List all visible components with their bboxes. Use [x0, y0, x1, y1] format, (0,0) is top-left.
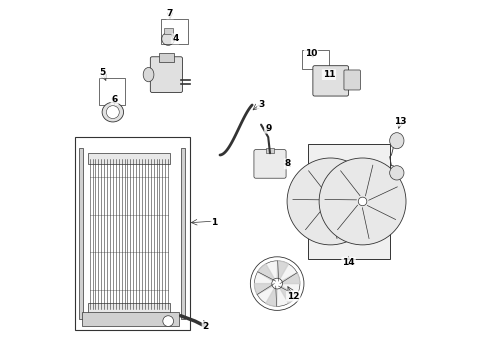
Bar — [267, 148, 273, 153]
Text: 11: 11 — [323, 70, 335, 79]
FancyBboxPatch shape — [313, 66, 348, 96]
FancyArrowPatch shape — [341, 171, 360, 196]
Circle shape — [163, 316, 173, 327]
Ellipse shape — [390, 166, 404, 180]
Text: 7: 7 — [167, 9, 173, 18]
FancyArrowPatch shape — [337, 187, 366, 200]
Text: 4: 4 — [172, 35, 178, 44]
Circle shape — [272, 278, 283, 289]
Polygon shape — [258, 264, 277, 284]
Circle shape — [319, 158, 406, 245]
Circle shape — [254, 261, 300, 306]
Bar — [302, 50, 329, 69]
FancyArrowPatch shape — [366, 165, 373, 196]
Text: 1: 1 — [212, 219, 218, 228]
Bar — [161, 19, 188, 44]
Bar — [159, 53, 173, 62]
Text: 13: 13 — [394, 117, 407, 126]
Polygon shape — [277, 273, 300, 284]
FancyArrowPatch shape — [368, 206, 396, 220]
Bar — [75, 137, 190, 330]
FancyArrowPatch shape — [333, 165, 341, 196]
Ellipse shape — [390, 133, 404, 149]
Circle shape — [106, 106, 119, 118]
FancyArrowPatch shape — [293, 199, 324, 200]
Circle shape — [287, 158, 374, 245]
FancyArrowPatch shape — [325, 199, 357, 200]
Circle shape — [358, 197, 367, 206]
Bar — [88, 153, 170, 164]
Text: 3: 3 — [258, 100, 264, 109]
Polygon shape — [277, 284, 296, 303]
Bar — [308, 144, 390, 258]
FancyArrowPatch shape — [362, 208, 369, 239]
Bar — [88, 303, 170, 314]
FancyBboxPatch shape — [254, 150, 286, 178]
Text: 5: 5 — [99, 68, 105, 77]
Bar — [181, 148, 185, 319]
FancyBboxPatch shape — [344, 70, 360, 90]
Circle shape — [162, 32, 174, 45]
Bar — [82, 312, 179, 327]
Polygon shape — [254, 284, 277, 294]
Bar — [164, 28, 173, 33]
Text: 12: 12 — [287, 292, 299, 301]
Polygon shape — [266, 284, 277, 306]
FancyArrowPatch shape — [330, 208, 337, 239]
Ellipse shape — [102, 102, 123, 122]
FancyBboxPatch shape — [150, 57, 182, 93]
Text: 8: 8 — [285, 159, 291, 168]
Circle shape — [250, 257, 304, 310]
Circle shape — [326, 197, 335, 206]
Text: 2: 2 — [202, 322, 209, 331]
Text: 10: 10 — [305, 49, 317, 58]
Text: 9: 9 — [265, 124, 271, 133]
Bar — [79, 148, 83, 319]
Bar — [98, 78, 125, 105]
Polygon shape — [277, 261, 289, 284]
FancyArrowPatch shape — [335, 206, 364, 220]
Ellipse shape — [143, 67, 154, 82]
FancyArrowPatch shape — [305, 205, 325, 230]
Text: 14: 14 — [343, 258, 355, 267]
Text: 6: 6 — [112, 95, 118, 104]
FancyArrowPatch shape — [309, 171, 328, 196]
FancyArrowPatch shape — [368, 187, 397, 200]
FancyArrowPatch shape — [338, 205, 358, 230]
